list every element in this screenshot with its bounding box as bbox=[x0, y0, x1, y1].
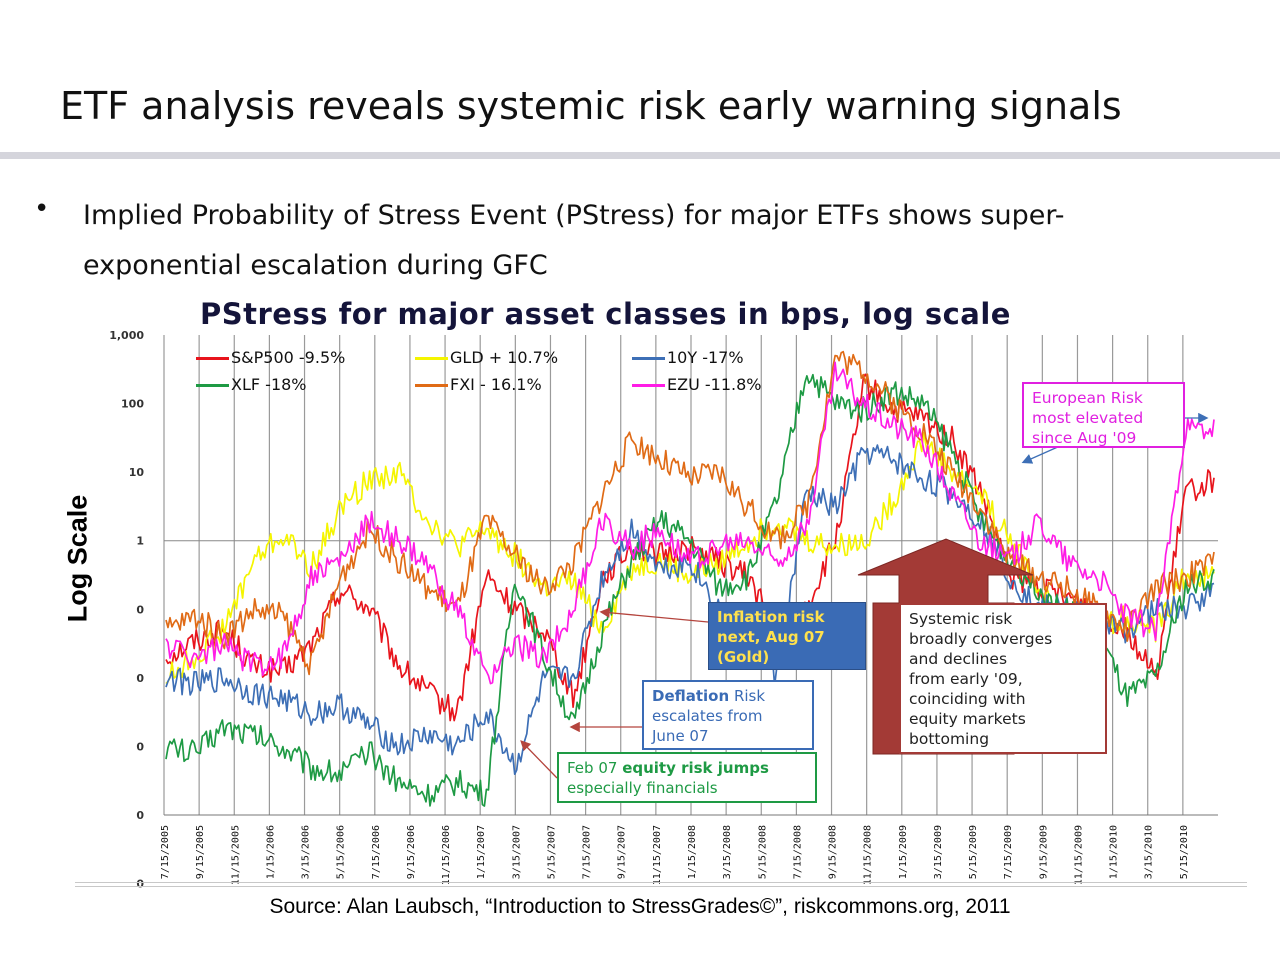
y-tick-label: 10 bbox=[129, 466, 145, 479]
legend-label-gld: GLD + 10.7% bbox=[450, 348, 559, 367]
source-citation: Source: Alan Laubsch, “Introduction to S… bbox=[269, 895, 1011, 918]
callout-line: coinciding with bbox=[909, 690, 1026, 708]
x-tick-label: 1/15/2008 bbox=[687, 825, 698, 879]
callout-line: most elevated bbox=[1032, 409, 1144, 427]
callout-line: European Risk bbox=[1032, 389, 1143, 407]
euro-pointer-left bbox=[1021, 445, 1061, 464]
feb07-pointer bbox=[520, 740, 558, 779]
inflation-risk-callout: Inflation risk next, Aug 07 (Gold) bbox=[708, 602, 866, 670]
legend-swatch-xlf bbox=[196, 384, 229, 387]
slide-title: ETF analysis reveals systemic risk early… bbox=[60, 84, 1122, 128]
legend-label-10y: 10Y -17% bbox=[667, 348, 744, 367]
y-tick-label: 1,000 bbox=[109, 329, 144, 342]
systemic-risk-callout: Systemic risk broadly converges and decl… bbox=[899, 603, 1107, 754]
series-line bbox=[165, 431, 1215, 685]
callout-emphasis: Deflation bbox=[652, 687, 730, 705]
legend-swatch-gld bbox=[415, 357, 448, 360]
x-tick-label: 11/15/2008 bbox=[863, 825, 874, 885]
title-divider bbox=[0, 152, 1280, 159]
series-line bbox=[165, 350, 1215, 676]
y-tick-label: 0 bbox=[136, 603, 144, 616]
chart-title: PStress for major asset classes in bps, … bbox=[200, 297, 1011, 331]
callout-line: and declines bbox=[909, 650, 1008, 668]
callout-line: Deflation Risk bbox=[652, 686, 804, 706]
x-tick-label: 5/15/2008 bbox=[757, 825, 768, 879]
legend-item-gld: GLD + 10.7% bbox=[415, 348, 558, 368]
callout-line: Inflation risk bbox=[717, 608, 825, 626]
bullet-text: Implied Probability of Stress Event (PSt… bbox=[83, 200, 1065, 281]
callout-line: broadly converges bbox=[909, 630, 1053, 648]
x-tick-label: 11/15/2005 bbox=[230, 825, 241, 885]
callout-text: Risk bbox=[729, 687, 766, 705]
x-tick-label: 9/15/2008 bbox=[828, 825, 839, 879]
x-tick-label: 7/15/2009 bbox=[1003, 825, 1014, 879]
x-tick-label: 9/15/2006 bbox=[406, 825, 417, 879]
callout-line: escalates from bbox=[652, 707, 763, 725]
callout-line: Feb 07 equity risk jumps bbox=[567, 758, 807, 778]
legend-label-ezu: EZU -11.8% bbox=[667, 375, 762, 394]
legend-item-10y: 10Y -17% bbox=[632, 348, 744, 368]
callout-line: since Aug '09 bbox=[1032, 429, 1137, 447]
series-line bbox=[165, 361, 1215, 685]
x-tick-label: 1/15/2009 bbox=[898, 825, 909, 879]
legend-swatch-fxi bbox=[415, 384, 448, 387]
bullet-marker: • bbox=[34, 194, 50, 224]
x-tick-label: 9/15/2009 bbox=[1038, 825, 1049, 879]
x-tick-label: 3/15/2006 bbox=[301, 825, 312, 879]
x-tick-label: 1/15/2010 bbox=[1109, 825, 1120, 879]
callout-line: next, Aug 07 bbox=[717, 628, 825, 646]
callout-line: Systemic risk bbox=[909, 610, 1013, 628]
x-tick-label: 1/15/2006 bbox=[265, 825, 276, 879]
x-tick-label: 3/15/2009 bbox=[933, 825, 944, 879]
x-tick-label: 11/15/2006 bbox=[441, 825, 452, 885]
callout-line: from early '09, bbox=[909, 670, 1023, 688]
x-tick-label: 7/15/2007 bbox=[582, 825, 593, 879]
callout-emphasis: equity risk jumps bbox=[622, 759, 769, 777]
legend-label-xlf: XLF -18% bbox=[231, 375, 307, 394]
footer-divider bbox=[75, 882, 1247, 887]
legend-item-fxi: FXI - 16.1% bbox=[415, 375, 542, 395]
y-tick-label: 0 bbox=[136, 740, 144, 753]
x-tick-label: 11/15/2007 bbox=[652, 825, 663, 885]
legend-label-fxi: FXI - 16.1% bbox=[450, 375, 542, 394]
callout-text: Feb 07 bbox=[567, 759, 623, 777]
x-tick-label: 9/15/2007 bbox=[617, 825, 628, 879]
legend-swatch-ezu bbox=[632, 384, 665, 387]
y-tick-label: 0 bbox=[136, 809, 144, 822]
legend-item-xlf: XLF -18% bbox=[196, 375, 307, 395]
legend-item-sp500: S&P500 -9.5% bbox=[196, 348, 345, 368]
deflation-risk-callout: Deflation Risk escalates from June 07 bbox=[642, 680, 814, 750]
feb07-equity-risk-callout: Feb 07 equity risk jumps especially fina… bbox=[557, 752, 817, 803]
x-tick-label: 7/15/2005 bbox=[160, 825, 171, 879]
legend-label-sp500: S&P500 -9.5% bbox=[231, 348, 346, 367]
callout-line: especially financials bbox=[567, 779, 718, 797]
x-tick-label: 5/15/2006 bbox=[336, 825, 347, 879]
callout-line: June 07 bbox=[652, 727, 709, 745]
x-tick-label: 1/15/2007 bbox=[476, 825, 487, 879]
x-tick-label: 3/15/2007 bbox=[511, 825, 522, 879]
x-tick-label: 11/15/2009 bbox=[1073, 825, 1084, 885]
series-line bbox=[165, 373, 1215, 807]
x-tick-label: 5/15/2007 bbox=[546, 825, 557, 879]
x-tick-label: 3/15/2008 bbox=[722, 825, 733, 879]
callout-line: (Gold) bbox=[717, 648, 770, 666]
european-risk-callout: European Risk most elevated since Aug '0… bbox=[1022, 382, 1185, 448]
legend-item-ezu: EZU -11.8% bbox=[632, 375, 761, 395]
x-tick-label: 5/15/2010 bbox=[1179, 825, 1190, 879]
y-tick-label: 0 bbox=[136, 878, 144, 891]
x-tick-label: 7/15/2008 bbox=[792, 825, 803, 879]
y-tick-label: 100 bbox=[121, 398, 144, 411]
inflation-pointer bbox=[599, 607, 709, 623]
x-tick-label: 5/15/2009 bbox=[968, 825, 979, 879]
callout-line: bottoming bbox=[909, 730, 990, 748]
y-tick-label: 1 bbox=[136, 535, 144, 548]
legend-swatch-sp500 bbox=[196, 357, 229, 360]
x-tick-label: 3/15/2010 bbox=[1144, 825, 1155, 879]
x-tick-label: 7/15/2006 bbox=[371, 825, 382, 879]
callout-line: equity markets bbox=[909, 710, 1026, 728]
x-tick-label: 9/15/2005 bbox=[195, 825, 206, 879]
y-tick-label: 0 bbox=[136, 672, 144, 685]
legend-swatch-10y bbox=[632, 357, 665, 360]
